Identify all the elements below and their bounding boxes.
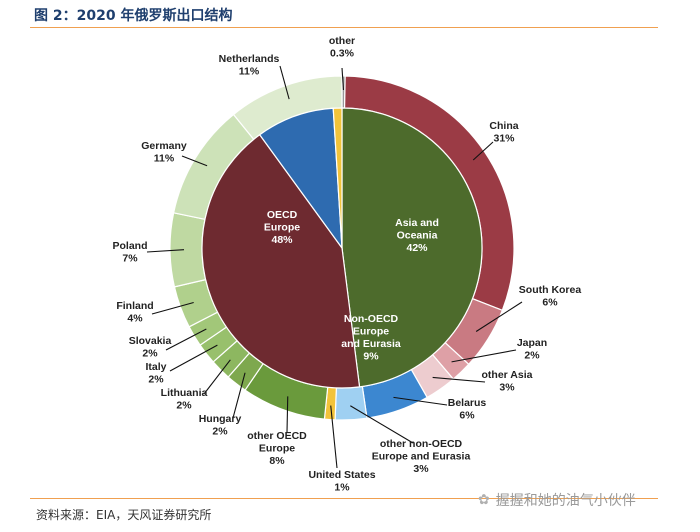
leader-other-non-oecd [350, 405, 414, 444]
watermark: ✿ 握握和她的油气小伙伴 [478, 490, 636, 510]
outer-label-finland: Finland 4% [116, 300, 153, 325]
inner-label-oecd: OECD Europe 48% [264, 209, 300, 246]
leader-belarus [393, 396, 448, 406]
leader-united-states [330, 405, 338, 469]
wechat-icon: ✿ [478, 492, 490, 508]
slice-labels: OECD Europe 48% Asia and Oceania 42% Non-OECD E… [112, 35, 581, 494]
leader-other [341, 67, 345, 91]
outer-label-united-states: United States 1% [308, 469, 375, 494]
inner-label-asia-and: Asia and Oceania 42% [395, 217, 439, 254]
outer-label-other-oecd: other OECD Europe 8% [247, 430, 307, 467]
inner-label-non-oecd: Non-OECD Europe and Eurasia 9% [341, 313, 401, 363]
outer-label-slovakia: Slovakia 2% [129, 335, 172, 360]
leader-lines [146, 65, 523, 469]
leader-japan [451, 349, 517, 363]
leader-finland [151, 301, 194, 315]
nested-donut-chart: OECD Europe 48% Asia and Oceania 42% Non-OECD E… [112, 35, 581, 494]
title-divider [30, 27, 658, 28]
inner-slice-slice-3 [332, 107, 343, 249]
outer-label-italy: Italy 2% [145, 361, 166, 386]
source-divider [30, 498, 658, 499]
outer-label-other-non-oecd: other non-OECD Europe and Eurasia 3% [372, 438, 471, 475]
outer-ring-slices [169, 75, 515, 421]
outer-label-japan: Japan 2% [517, 337, 547, 362]
outer-label-other: other 0.3% [329, 35, 355, 60]
inner-slice-non-oecd [258, 107, 343, 251]
leader-china [472, 141, 494, 161]
outer-label-other-asia: other Asia 3% [482, 369, 533, 394]
outer-label-hungary: Hungary 2% [199, 413, 242, 438]
leader-germany [181, 155, 208, 167]
outer-label-germany: Germany 11% [141, 140, 187, 165]
outer-label-belarus: Belarus 6% [448, 397, 487, 422]
outer-label-poland: Poland 7% [112, 240, 147, 265]
leader-hungary [232, 372, 246, 419]
outer-slice-other-non-oecd [334, 385, 368, 421]
outer-label-netherlands: Netherlands 11% [219, 53, 280, 78]
figure-title: 图 2：2020 年俄罗斯出口结构 [34, 8, 233, 24]
inner-slice-asia-and [201, 133, 361, 389]
outer-label-china: China 31% [489, 120, 518, 145]
leader-poland [146, 249, 185, 253]
leader-italy [169, 344, 218, 372]
inner-slice-oecd [341, 107, 483, 388]
leader-south-korea [475, 301, 523, 332]
outer-label-lithuania: Lithuania 2% [161, 387, 208, 412]
inner-ring-slices [201, 107, 483, 389]
watermark-text: 握握和她的油气小伙伴 [495, 493, 636, 509]
leader-other-oecd [286, 396, 289, 433]
outer-label-south-korea: South Korea 6% [519, 284, 582, 309]
leader-lithuania [203, 359, 231, 395]
leader-slovakia [165, 328, 207, 351]
leader-netherlands [279, 65, 290, 100]
leader-other-asia [432, 376, 486, 383]
source-note: 资料来源：EIA，天风证券研究所 [36, 508, 212, 522]
